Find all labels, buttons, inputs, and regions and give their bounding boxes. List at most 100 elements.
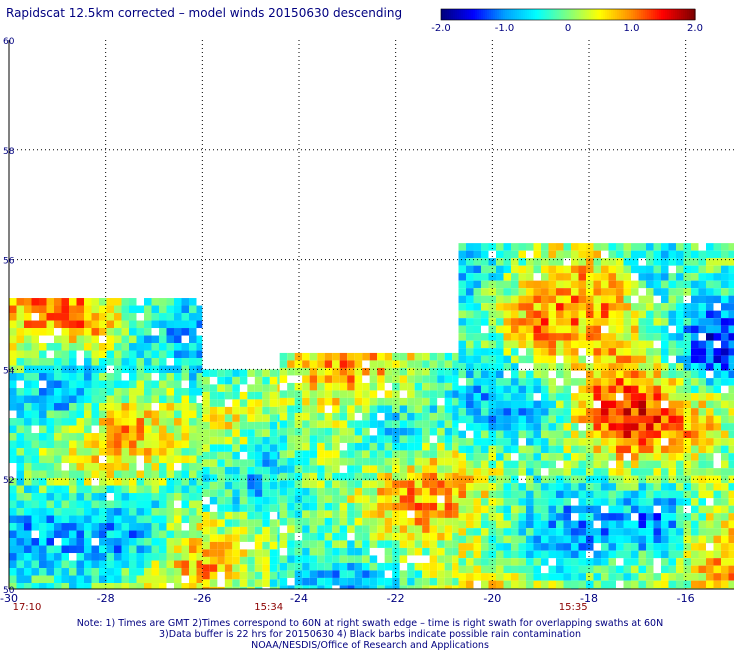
heatmap-cell bbox=[114, 500, 122, 509]
heatmap-cell bbox=[526, 318, 534, 326]
heatmap-cell bbox=[46, 560, 54, 569]
heatmap-cell bbox=[76, 433, 84, 441]
heatmap-cell bbox=[713, 415, 721, 424]
heatmap-cell bbox=[638, 483, 646, 491]
heatmap-cell bbox=[347, 390, 355, 398]
heatmap-cell bbox=[136, 395, 144, 404]
heatmap-cell bbox=[166, 448, 174, 456]
heatmap-cell bbox=[638, 415, 646, 424]
heatmap-cell bbox=[302, 562, 310, 571]
heatmap-cell bbox=[563, 468, 571, 476]
heatmap-cell bbox=[9, 305, 17, 314]
heatmap-cell bbox=[317, 375, 325, 383]
heatmap-cell bbox=[99, 515, 107, 524]
heatmap-cell bbox=[392, 405, 400, 413]
heatmap-cell bbox=[503, 468, 511, 476]
heatmap-cell bbox=[294, 540, 303, 548]
heatmap-cell bbox=[247, 526, 255, 535]
heatmap-cell bbox=[114, 583, 122, 589]
heatmap-cell bbox=[444, 457, 453, 466]
heatmap-cell bbox=[511, 558, 519, 566]
heatmap-cell bbox=[369, 450, 378, 458]
heatmap-cell bbox=[616, 243, 624, 251]
heatmap-cell bbox=[174, 410, 182, 419]
colorbar-segment bbox=[649, 9, 652, 20]
heatmap-cell bbox=[691, 573, 699, 581]
heatmap-cell bbox=[593, 438, 601, 446]
heatmap-cell bbox=[392, 570, 400, 578]
heatmap-cell bbox=[166, 298, 174, 306]
heatmap-cell bbox=[518, 513, 526, 521]
heatmap-cell bbox=[661, 453, 669, 461]
heatmap-cell bbox=[181, 545, 189, 554]
heatmap-cell bbox=[279, 577, 288, 586]
heatmap-cell bbox=[481, 303, 489, 311]
heatmap-cell bbox=[69, 358, 77, 366]
heatmap-cell bbox=[46, 380, 54, 389]
heatmap-cell bbox=[414, 517, 423, 526]
heatmap-cell bbox=[556, 258, 564, 266]
heatmap-cell bbox=[9, 380, 17, 389]
colorbar-segment bbox=[599, 9, 602, 20]
heatmap-cell bbox=[608, 513, 616, 521]
heatmap-cell bbox=[683, 453, 691, 461]
heatmap-cell bbox=[121, 418, 129, 426]
heatmap-cell bbox=[9, 538, 17, 546]
heatmap-cell bbox=[452, 495, 459, 503]
heatmap-cell bbox=[144, 560, 152, 569]
heatmap-cell bbox=[601, 475, 609, 484]
heatmap-cell bbox=[46, 485, 54, 494]
heatmap-cell bbox=[69, 395, 77, 404]
heatmap-cell bbox=[9, 583, 17, 589]
heatmap-cell bbox=[668, 280, 676, 289]
heatmap-cell bbox=[144, 575, 152, 584]
heatmap-cell bbox=[668, 333, 676, 341]
heatmap-cell bbox=[159, 335, 167, 344]
heatmap-cell bbox=[518, 370, 526, 379]
heatmap-cell bbox=[563, 348, 571, 356]
note-line-1: Note: 1) Times are GMT 2)Times correspon… bbox=[76, 618, 664, 629]
heatmap-cell bbox=[362, 577, 370, 586]
heatmap-cell bbox=[347, 375, 355, 383]
heatmap-cell bbox=[518, 385, 526, 394]
heatmap-cell bbox=[578, 250, 586, 259]
heatmap-cell bbox=[706, 528, 714, 536]
heatmap-cell bbox=[189, 523, 197, 531]
heatmap-cell bbox=[209, 444, 218, 452]
heatmap-cell bbox=[646, 363, 654, 371]
heatmap-cell bbox=[24, 335, 32, 344]
heatmap-cell bbox=[189, 478, 197, 486]
heatmap-cell bbox=[309, 412, 318, 421]
heatmap-cell bbox=[369, 480, 378, 488]
heatmap-cell bbox=[24, 560, 32, 569]
heatmap-cell bbox=[362, 540, 370, 548]
heatmap-cell bbox=[616, 273, 624, 281]
heatmap-cell bbox=[683, 288, 691, 296]
heatmap-cell bbox=[354, 450, 363, 458]
heatmap-cell bbox=[362, 412, 370, 421]
heatmap-cell bbox=[407, 457, 415, 466]
heatmap-cell bbox=[309, 442, 318, 451]
heatmap-cell bbox=[302, 405, 310, 413]
heatmap-cell bbox=[114, 395, 122, 404]
heatmap-cell bbox=[332, 562, 340, 571]
heatmap-cell bbox=[61, 313, 69, 321]
heatmap-cell bbox=[668, 483, 676, 491]
heatmap-cell bbox=[136, 583, 144, 589]
heatmap-cell bbox=[84, 365, 92, 374]
heatmap-cell bbox=[399, 517, 408, 526]
heatmap-cell bbox=[294, 397, 303, 406]
heatmap-cell bbox=[287, 532, 295, 541]
heatmap-cell bbox=[444, 405, 453, 413]
heatmap-cell bbox=[541, 385, 549, 394]
heatmap-cell bbox=[563, 363, 571, 371]
heatmap-cell bbox=[616, 453, 624, 461]
heatmap-cell bbox=[488, 295, 496, 304]
heatmap-cell bbox=[638, 558, 646, 566]
heatmap-cell bbox=[496, 370, 504, 379]
heatmap-cell bbox=[339, 540, 348, 548]
heatmap-cell bbox=[556, 363, 564, 371]
heatmap-cell bbox=[262, 496, 270, 505]
heatmap-cell bbox=[174, 575, 182, 584]
heatmap-cell bbox=[691, 295, 699, 304]
